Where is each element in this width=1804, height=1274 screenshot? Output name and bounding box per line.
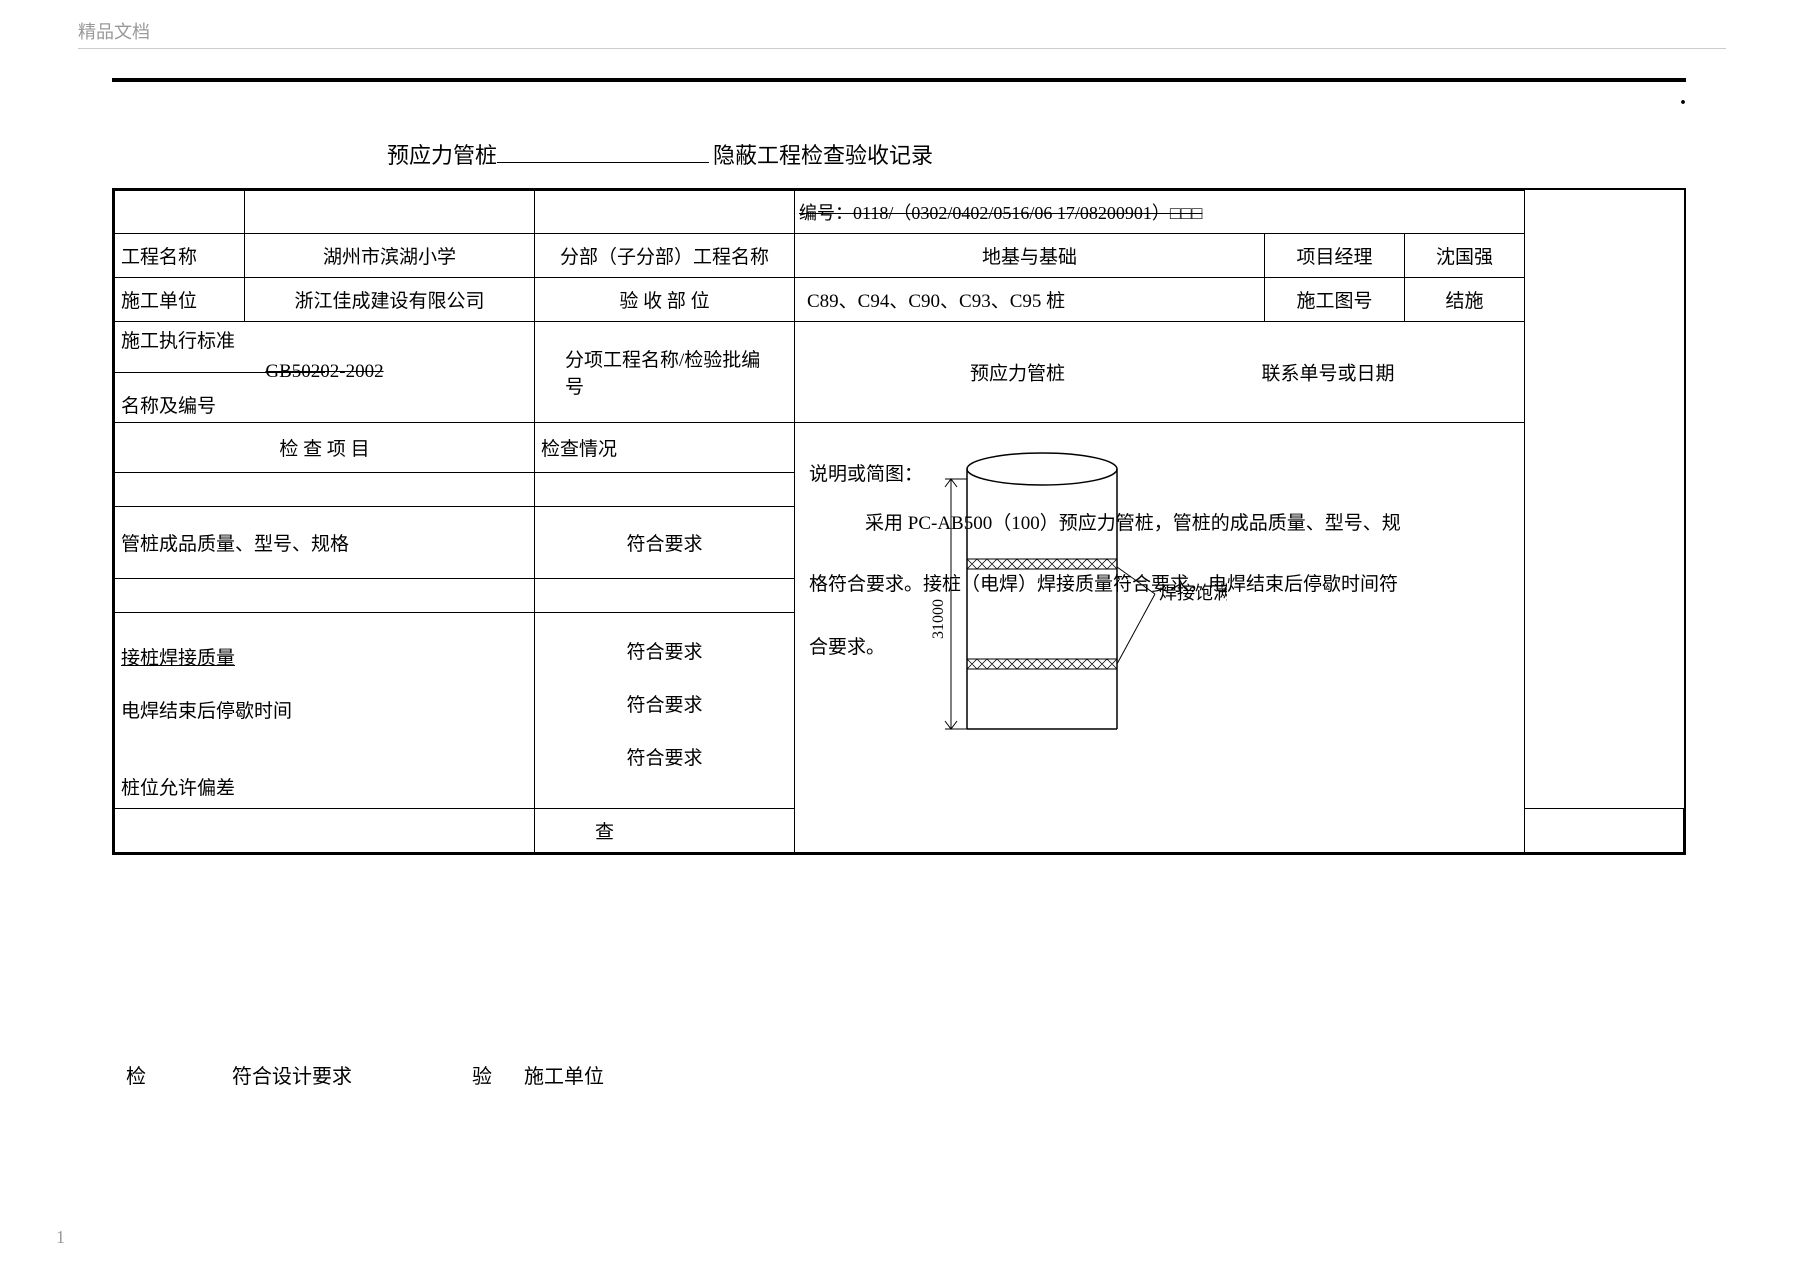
- check-header-col2: 检查情况: [535, 423, 795, 473]
- check-row-1-name: 接桩焊接质量: [121, 643, 528, 670]
- r3-left-top: 施工执行标准: [115, 322, 534, 357]
- weld-hatch-upper: [967, 559, 1117, 569]
- weld-hatch-lower: [967, 659, 1117, 669]
- r3-left-cell: 施工执行标准 GB50202-2002 名称及编号: [115, 322, 535, 423]
- page-number: 1: [56, 1227, 65, 1248]
- title-prefix: 预应力管桩: [387, 138, 497, 170]
- doc-header-label: 精品文档: [78, 18, 1726, 49]
- r2-value1: 浙江佳成建设有限公司: [245, 278, 535, 322]
- check-combined-results: 符合要求 符合要求 符合要求: [535, 613, 795, 809]
- bottom-cha: 查: [535, 809, 795, 853]
- r2-value3: 结施: [1405, 278, 1525, 322]
- r3-left-bottom: 名称及编号: [115, 387, 534, 422]
- footer-unit: 施工单位: [524, 1060, 604, 1089]
- serial-number: 编号：0118/（0302/0402/0516/06 17/0820​0901）…: [795, 191, 1525, 234]
- r3-right-value: 预应力管桩: [970, 359, 1065, 386]
- pile-diagram: 31000 焊接饱满: [907, 439, 1227, 759]
- r3-right-extra: 联系单号或日期: [1262, 359, 1395, 386]
- check-row-3-result: 符合要求: [541, 743, 788, 770]
- r2-value2: C89、C94、C90、C93、C95 桩: [795, 278, 1265, 322]
- dim-label: 31000: [930, 599, 947, 639]
- r2-label3: 施工图号: [1265, 278, 1405, 322]
- bottom-right-blank: [1525, 809, 1684, 853]
- check-row-1-result: 符合要求: [541, 637, 788, 664]
- description-cell: 说明或简图： 采用 PC-AB500（100）预应力管桩，管桩的成品质量、型号、…: [795, 423, 1525, 853]
- r1-label3: 项目经理: [1265, 234, 1405, 278]
- serial-blank3: [535, 191, 795, 234]
- pile-top-ellipse: [967, 453, 1117, 485]
- check-blank-result: [535, 473, 795, 507]
- check-blank-result-2: [535, 579, 795, 613]
- check-blank-row: [115, 473, 535, 507]
- r3-right-cell: 预应力管桩 联系单号或日期: [795, 322, 1525, 423]
- r1-value1: 湖州市滨湖小学: [245, 234, 535, 278]
- r1-label1: 工程名称: [115, 234, 245, 278]
- check-row-0-result: 符合要求: [535, 507, 795, 579]
- r2-label1: 施工单位: [115, 278, 245, 322]
- title-suffix: 隐蔽工程检查验收记录: [713, 138, 933, 170]
- check-combined-names: 接桩焊接质量 电焊结束后停歇时间 桩位允许偏差: [115, 613, 535, 809]
- check-row-2-name: 电焊结束后停歇时间: [121, 696, 528, 723]
- main-form-table: 编号：0118/（0302/0402/0516/06 17/0820​0901）…: [112, 188, 1686, 855]
- r3-mid-label: 分项工程名称/检验批编号: [535, 322, 795, 423]
- check-row-3-name: 桩位允许偏差: [121, 773, 528, 800]
- top-rule: [112, 78, 1686, 82]
- check-blank-row-2: [115, 579, 535, 613]
- r1-label2: 分部（子分部）工程名称: [535, 234, 795, 278]
- serial-blank2: [245, 191, 535, 234]
- footer-yan: 验: [472, 1060, 492, 1089]
- weld-leader: [1117, 567, 1155, 594]
- r2-label2: 验 收 部 位: [535, 278, 795, 322]
- top-period: .: [1680, 84, 1686, 111]
- check-header-col1: 检 查 项 目: [115, 423, 535, 473]
- serial-blank1: [115, 191, 245, 234]
- weld-leader-2: [1117, 594, 1155, 664]
- check-row-0-name: 管桩成品质量、型号、规格: [115, 507, 535, 579]
- check-row-2-result: 符合要求: [541, 690, 788, 717]
- bottom-left-blank: [115, 809, 535, 853]
- r1-value3: 沈国强: [1405, 234, 1525, 278]
- weld-label: 焊接饱满: [1159, 583, 1227, 603]
- footer-conform: 符合设计要求: [232, 1060, 352, 1089]
- title-underline: [497, 162, 709, 163]
- r1-value2: 地基与基础: [795, 234, 1265, 278]
- footer-jian: 检: [126, 1060, 146, 1089]
